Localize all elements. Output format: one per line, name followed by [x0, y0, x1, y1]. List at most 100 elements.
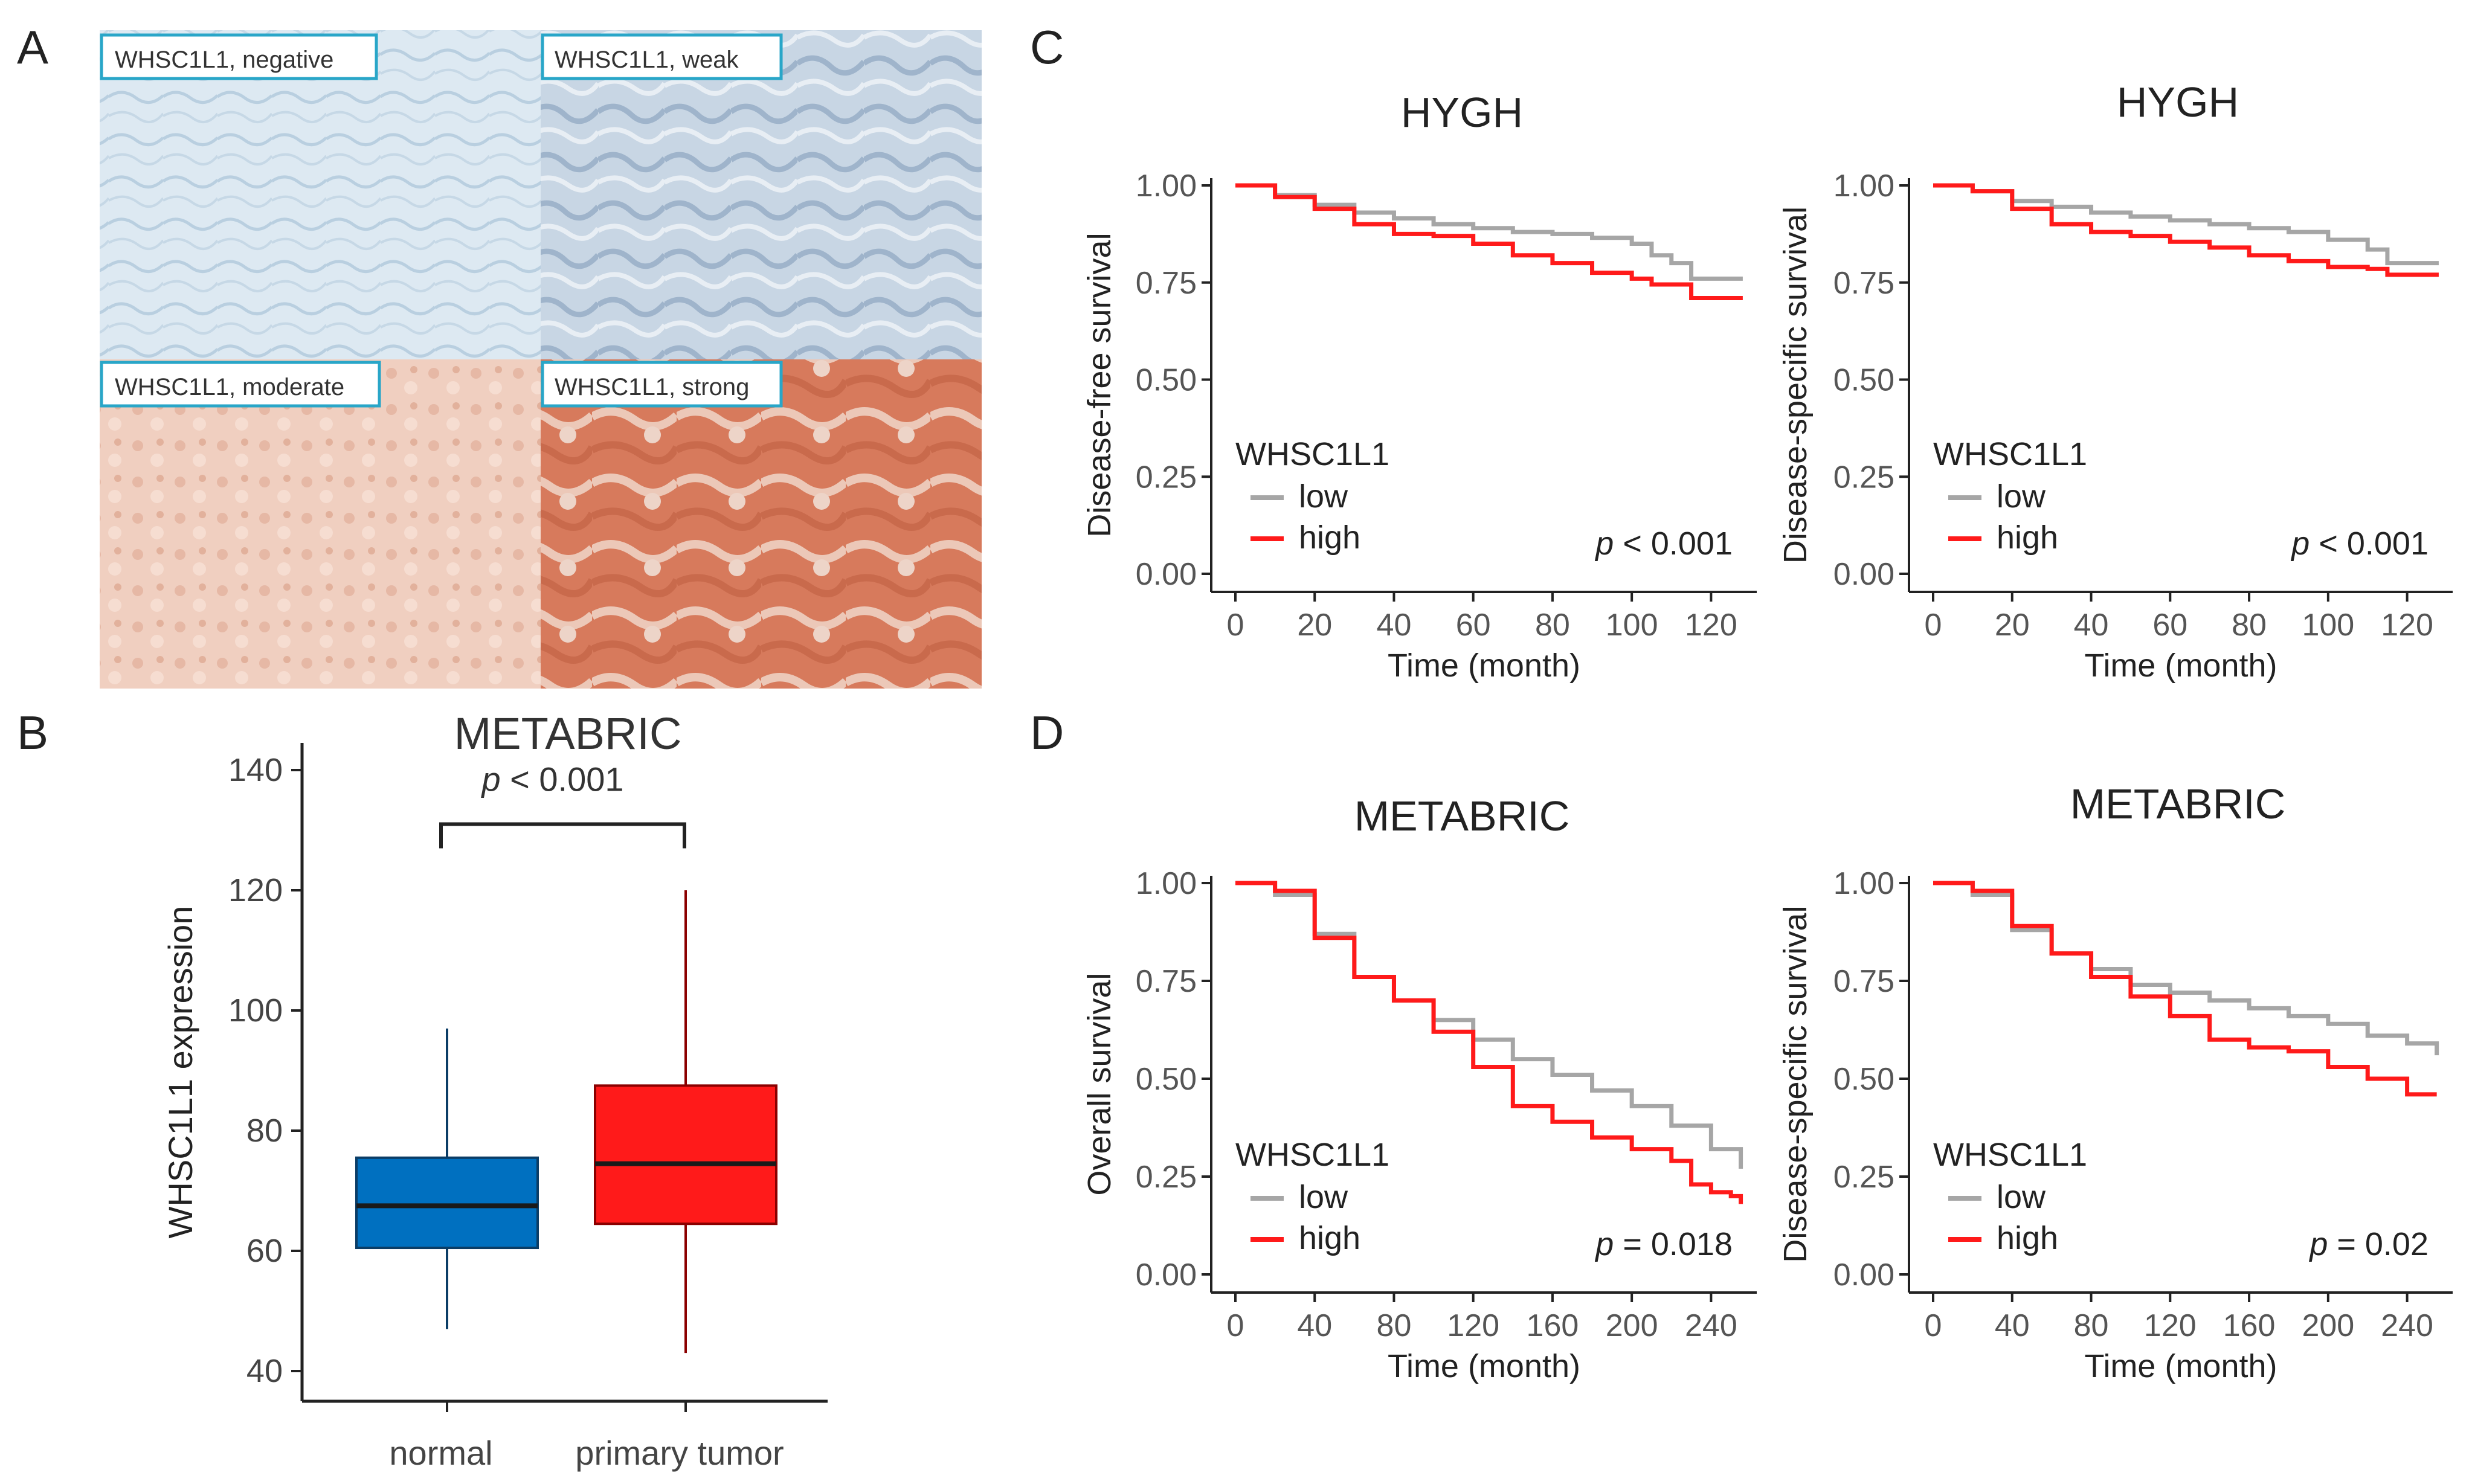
km-x-label-d2: Time (month): [2084, 1348, 2277, 1384]
boxplot-x-tick-label: normal: [389, 1434, 492, 1472]
km-curve-low-c2: [1933, 183, 2439, 266]
km-x-tick-label-d1: 80: [1377, 1308, 1412, 1343]
km-plot-hygh-dss: HYGH 0.00 0.25 0.50 0.75 1.00 0 20 40 60 80 100 120 T…: [1777, 79, 2453, 684]
boxplot-panel: METABRIC 40 60 80 100 120 140 WHSC1L1 expressio…: [161, 708, 828, 1472]
ihc-label-box-moderate: [100, 361, 381, 408]
km-x-tick-label-c1: 0: [1227, 608, 1244, 643]
km-x-tick-label-d2: 160: [2223, 1308, 2276, 1343]
km-x-tick-label-d1: 160: [1527, 1308, 1579, 1343]
km-y-tick-label-c2: 0.50: [1833, 363, 1894, 398]
boxplot-significance-bracket: [439, 822, 686, 849]
km-x-label-c2: Time (month): [2084, 647, 2277, 684]
boxplot-y-tick-label: 100: [228, 992, 283, 1029]
ihc-label-box-strong: [541, 361, 783, 408]
km-x-tick-label-d2: 80: [2074, 1308, 2109, 1343]
ihc-label-weak: WHSC1L1, weak: [555, 47, 739, 73]
panel-letter-b: B: [17, 706, 48, 759]
km-plot-hygh-dfs: HYGH 0.00 0.25 0.50 0.75 1.00 0 20 40 60 80 100 120 T…: [1081, 89, 1757, 684]
p-symbol: p: [2308, 1226, 2328, 1262]
km-y-tick-label-c1: 0.50: [1136, 363, 1197, 398]
km-legend-label-high-d1: high: [1299, 1220, 1360, 1256]
km-y-tick-label-d1: 0.25: [1136, 1160, 1197, 1195]
boxplot-y-tick-label: 60: [246, 1233, 283, 1269]
km-x-tick-label-d1: 40: [1297, 1308, 1332, 1343]
km-plot-metabric-dss: METABRIC 0.00 0.25 0.50 0.75 1.00 0 40 80 120 160 2…: [1777, 780, 2453, 1384]
km-p-value-c1: p < 0.001: [1594, 525, 1733, 562]
km-y-label-c1: Disease-free survival: [1081, 233, 1118, 537]
km-p-value-d2: p = 0.02: [2308, 1226, 2429, 1262]
km-x-tick-label-c1: 60: [1456, 608, 1491, 643]
km-curve-low-d1: [1235, 881, 1743, 1169]
km-x-tick-label-d1: 240: [1685, 1308, 1737, 1343]
km-y-tick-label-c2: 0.25: [1833, 460, 1894, 495]
km-x-tick-label-d2: 40: [1995, 1308, 2030, 1343]
p-symbol: p: [1594, 525, 1614, 562]
km-plot-metabric-os: METABRIC 0.00 0.25 0.50 0.75 1.00 0 40 80 120 160 2…: [1081, 792, 1757, 1384]
p-text: < 0.001: [501, 760, 624, 798]
ihc-panel: WHSC1L1, negative WHSC1L1, weak WHSC1L1,…: [100, 30, 982, 689]
panel-letter-d: D: [1030, 706, 1064, 759]
p-text: < 0.001: [1614, 525, 1733, 562]
km-legend-label-low-d2: low: [1997, 1179, 2046, 1215]
km-y-tick-label-c1: 0.75: [1136, 266, 1197, 301]
km-curve-high-c2: [1933, 183, 2439, 277]
km-legend-title-c2: WHSC1L1: [1933, 436, 2087, 472]
km-x-tick-label-d1: 0: [1227, 1308, 1244, 1343]
ihc-tile-weak: [541, 30, 982, 359]
km-y-tick-label-d2: 1.00: [1833, 866, 1894, 901]
km-x-label-d1: Time (month): [1388, 1348, 1580, 1384]
p-symbol: p: [2290, 525, 2309, 562]
ihc-tile-moderate: [100, 359, 541, 689]
km-legend-title-d1: WHSC1L1: [1235, 1137, 1389, 1173]
km-y-tick-label-d1: 1.00: [1136, 866, 1197, 901]
km-y-tick-label-d1: 0.00: [1136, 1258, 1197, 1293]
km-curve-low-d2: [1933, 881, 2439, 1056]
km-p-value-d1: p = 0.018: [1594, 1226, 1733, 1262]
km-y-label-d1: Overall survival: [1081, 972, 1118, 1195]
km-y-tick-label-d2: 0.25: [1833, 1160, 1894, 1195]
km-p-value-c2: p < 0.001: [2290, 525, 2429, 562]
km-title-d1: METABRIC: [1354, 792, 1570, 840]
km-x-tick-label-c2: 60: [2152, 608, 2187, 643]
km-legend-label-high-d2: high: [1997, 1220, 2058, 1256]
boxplot-y-label: WHSC1L1 expression: [161, 906, 199, 1239]
km-x-tick-label-c2: 0: [1925, 608, 1942, 643]
km-legend-label-high-c1: high: [1299, 519, 1360, 556]
ihc-label-moderate: WHSC1L1, moderate: [115, 374, 344, 400]
km-y-tick-label-d2: 0.75: [1833, 964, 1894, 999]
boxplot-y-tick-label: 120: [228, 872, 283, 908]
km-x-label-c1: Time (month): [1388, 647, 1580, 684]
km-legend-title-d2: WHSC1L1: [1933, 1137, 2087, 1173]
boxplot-title: METABRIC: [454, 708, 682, 759]
p-symbol: p: [480, 760, 500, 798]
km-y-tick-label-d1: 0.75: [1136, 964, 1197, 999]
ihc-label-box-negative: [100, 33, 378, 80]
ihc-tile-strong: [541, 359, 982, 689]
km-legend-label-high-c2: high: [1997, 519, 2058, 556]
panel-letter-a: A: [17, 21, 48, 74]
boxplot-y-tick-label: 140: [228, 752, 283, 788]
p-text: = 0.02: [2328, 1226, 2429, 1262]
km-y-tick-label-c2: 0.75: [1833, 266, 1894, 301]
km-y-tick-label-d1: 0.50: [1136, 1062, 1197, 1097]
p-text: = 0.018: [1614, 1226, 1733, 1262]
panel-letter-c: C: [1030, 21, 1064, 74]
km-x-tick-label-c2: 120: [2381, 608, 2433, 643]
km-y-tick-label-c1: 1.00: [1136, 169, 1197, 204]
boxplot-p-value: p < 0.001: [480, 760, 623, 798]
km-y-tick-label-c2: 1.00: [1833, 169, 1894, 204]
boxplot-y-tick-label: 40: [246, 1353, 283, 1389]
km-y-label-c2: Disease-specific survival: [1777, 207, 1814, 564]
km-legend-label-low-c2: low: [1997, 478, 2046, 515]
km-x-tick-label-d1: 200: [1606, 1308, 1658, 1343]
km-title-c1: HYGH: [1401, 89, 1523, 136]
km-x-tick-label-d2: 0: [1925, 1308, 1942, 1343]
km-x-tick-label-c1: 100: [1606, 608, 1658, 643]
km-x-tick-label-d1: 120: [1447, 1308, 1499, 1343]
km-x-tick-label-d2: 200: [2302, 1308, 2354, 1343]
km-curve-low-c1: [1235, 183, 1743, 281]
p-text: < 0.001: [2309, 525, 2429, 562]
km-x-tick-label-c2: 80: [2232, 608, 2267, 643]
km-x-tick-label-c2: 40: [2074, 608, 2109, 643]
